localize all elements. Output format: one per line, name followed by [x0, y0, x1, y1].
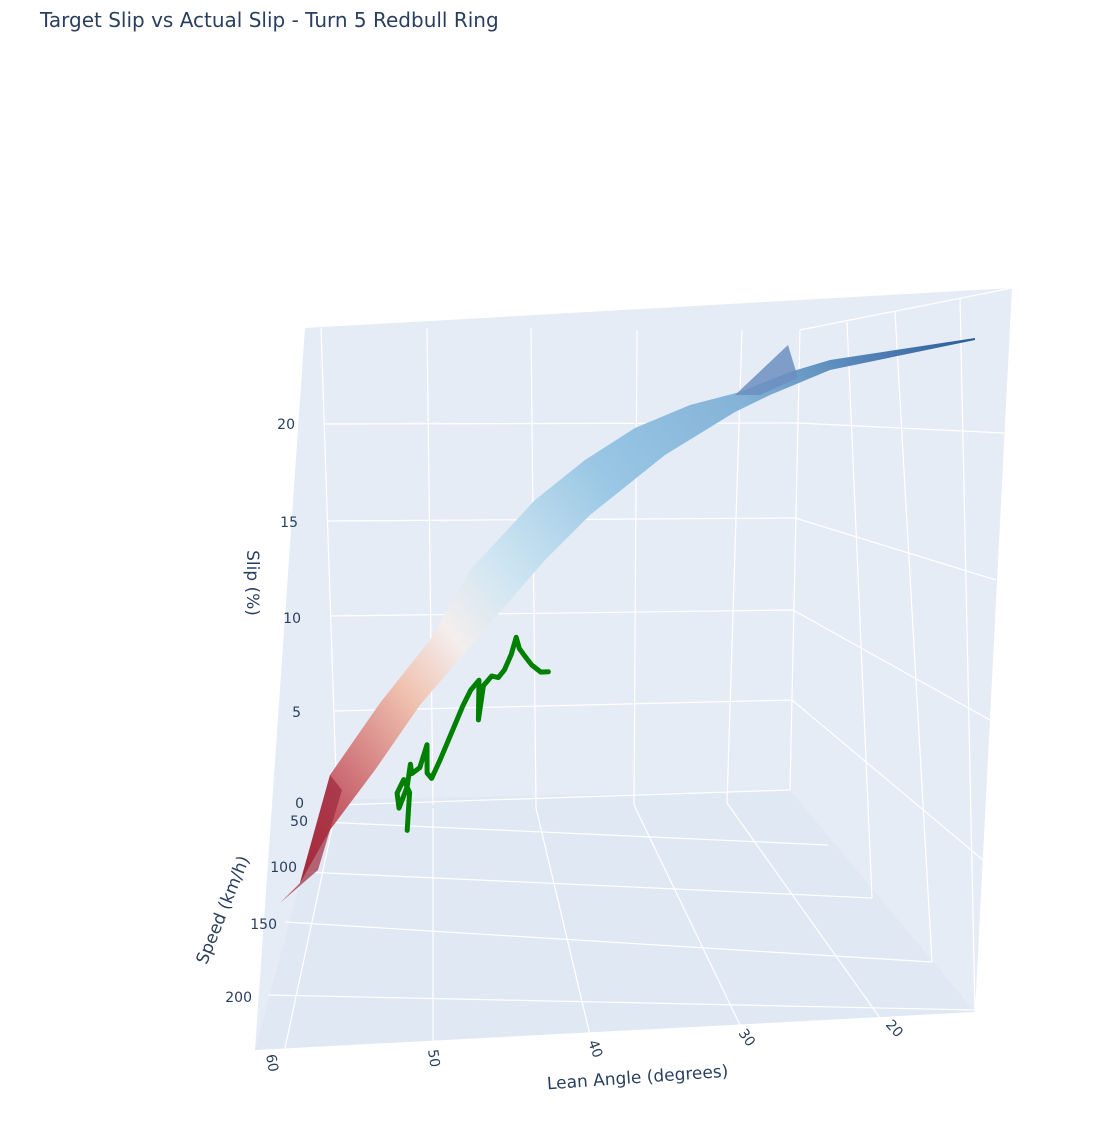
actual-slip-point: [468, 688, 473, 693]
actual-slip-point: [407, 790, 412, 795]
actual-slip-point: [529, 662, 534, 667]
lean-tick-label: 50: [424, 1048, 442, 1068]
slip-axis-ticks: 20 15 10 5 0: [277, 417, 304, 812]
actual-slip-point: [546, 669, 551, 674]
actual-slip-point: [408, 762, 413, 767]
actual-slip-point: [476, 717, 481, 722]
actual-slip-point: [425, 742, 429, 747]
speed-axis-ticks: 50 100 150 200: [225, 814, 308, 1006]
speed-tick-label: 150: [250, 917, 277, 933]
actual-slip-point: [429, 776, 434, 781]
target-slip-surface[interactable]: [280, 338, 975, 903]
slip-axis-title: Slip (%): [242, 550, 262, 616]
slip-tick-label: 0: [295, 796, 304, 812]
speed-tick-label: 100: [270, 860, 297, 876]
actual-slip-point: [449, 730, 454, 735]
actual-slip-point: [401, 777, 406, 782]
actual-slip-point: [425, 771, 430, 775]
actual-slip-point: [502, 667, 507, 672]
speed-tick-label: 200: [225, 990, 252, 1006]
lean-tick-label: 20: [882, 1017, 906, 1041]
actual-slip-point: [514, 635, 519, 640]
chart-title: Target Slip vs Actual Slip - Turn 5 Redb…: [40, 8, 499, 32]
slip-tick-label: 15: [280, 515, 298, 531]
speed-axis-title: Speed (km/h): [193, 853, 255, 967]
actual-slip-point: [509, 652, 514, 657]
actual-slip-point: [417, 765, 422, 770]
lean-tick-label: 60: [262, 1053, 281, 1073]
actual-slip-point: [405, 785, 410, 789]
speed-tick-label: 50: [290, 814, 308, 830]
slip-tick-label: 10: [283, 611, 301, 627]
actual-slip-point: [517, 646, 522, 651]
floor-pane: [255, 790, 975, 1050]
slip-tick-label: 20: [277, 417, 295, 433]
actual-slip-point: [477, 678, 481, 683]
actual-slip-point: [489, 674, 494, 678]
surface-sheet: [280, 338, 975, 903]
actual-slip-point: [409, 771, 414, 776]
lean-tick-label: 40: [584, 1038, 605, 1060]
actual-slip-point: [397, 806, 401, 811]
actual-slip-point: [481, 683, 486, 688]
actual-slip-line-layer[interactable]: [394, 634, 551, 833]
actual-slip-point: [395, 791, 400, 796]
actual-slip-point: [496, 675, 501, 680]
surface-dark-edge: [280, 775, 342, 903]
actual-slip-point: [538, 670, 543, 675]
actual-slip-point: [438, 757, 443, 762]
lean-axis-title: Lean Angle (degrees): [546, 1062, 729, 1095]
actual-slip-point: [405, 828, 410, 833]
actual-slip-point: [461, 703, 465, 708]
actual-slip-point: [522, 653, 527, 658]
surface-ridge-fold: [735, 345, 798, 395]
slip-tick-label: 5: [292, 705, 301, 721]
lean-tick-label: 30: [735, 1026, 758, 1050]
